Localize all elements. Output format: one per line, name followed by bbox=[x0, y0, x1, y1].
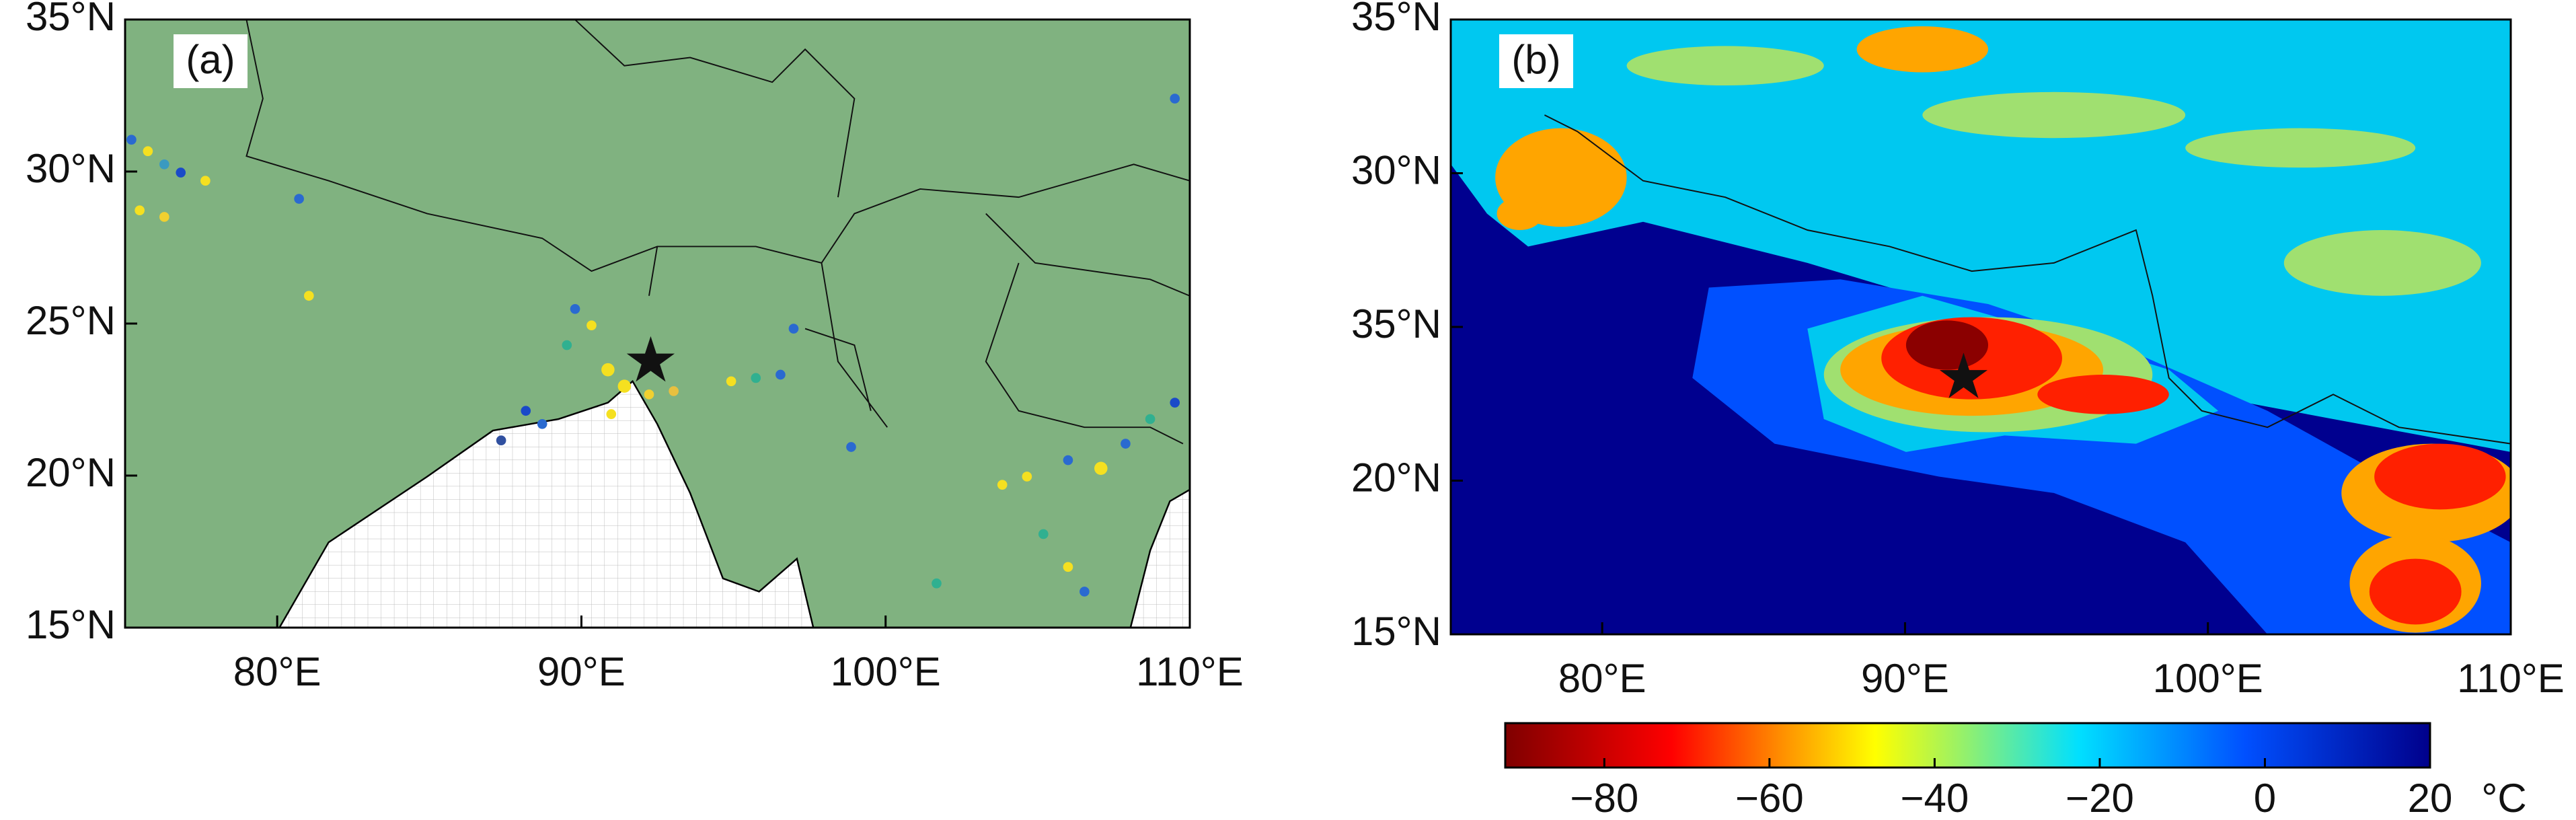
y-tick-label: 30°N bbox=[1351, 147, 1441, 192]
colorbar-unit: °C bbox=[2481, 776, 2526, 820]
y-tick-label: 15°N bbox=[26, 602, 116, 647]
y-tick-label: 20°N bbox=[26, 450, 116, 495]
x-tick-label: 110°E bbox=[1136, 649, 1244, 694]
colorbar-tick-label: 20 bbox=[2408, 776, 2453, 820]
x-tick-label: 90°E bbox=[1861, 656, 1949, 701]
y-tick-label: 35°N bbox=[26, 0, 116, 39]
x-tick-label: 100°E bbox=[2153, 656, 2263, 701]
colorbar-tick-label: −40 bbox=[1901, 776, 1969, 820]
y-tick-label: 15°N bbox=[1351, 609, 1441, 654]
dots bbox=[126, 94, 1180, 597]
colorbar-tick-label: −60 bbox=[1735, 776, 1804, 820]
colorbar-tick-label: −80 bbox=[1570, 776, 1638, 820]
x-tick-label: 110°E bbox=[2457, 656, 2565, 701]
star: ★ bbox=[623, 325, 679, 395]
panel-label-bg bbox=[1499, 34, 1573, 88]
x-tick-label: 100°E bbox=[831, 649, 941, 694]
map-art: ★ ★ bbox=[124, 19, 2511, 634]
panel-label-bg bbox=[174, 34, 248, 88]
x-tick-label: 90°E bbox=[537, 649, 626, 694]
colorbar-tick-label: 0 bbox=[2254, 776, 2276, 820]
y-tick-label: 20°N bbox=[1351, 455, 1441, 500]
x-tick-label: 80°E bbox=[233, 649, 321, 694]
y-tick-label: 30°N bbox=[26, 146, 116, 191]
y-tick-label: 35°N bbox=[1351, 301, 1441, 346]
colorbar-tick-label: −20 bbox=[2066, 776, 2134, 820]
y-tick-label: 35°N bbox=[1351, 0, 1441, 39]
colorbar bbox=[1504, 722, 2431, 769]
y-tick-label: 25°N bbox=[26, 298, 116, 343]
panel-label: (b) bbox=[1511, 37, 1560, 82]
sea bbox=[278, 379, 815, 629]
panel-label: (a) bbox=[186, 37, 235, 82]
x-tick-label: 80°E bbox=[1558, 656, 1646, 701]
borders bbox=[245, 19, 1190, 445]
star: ★ bbox=[1936, 341, 1992, 411]
